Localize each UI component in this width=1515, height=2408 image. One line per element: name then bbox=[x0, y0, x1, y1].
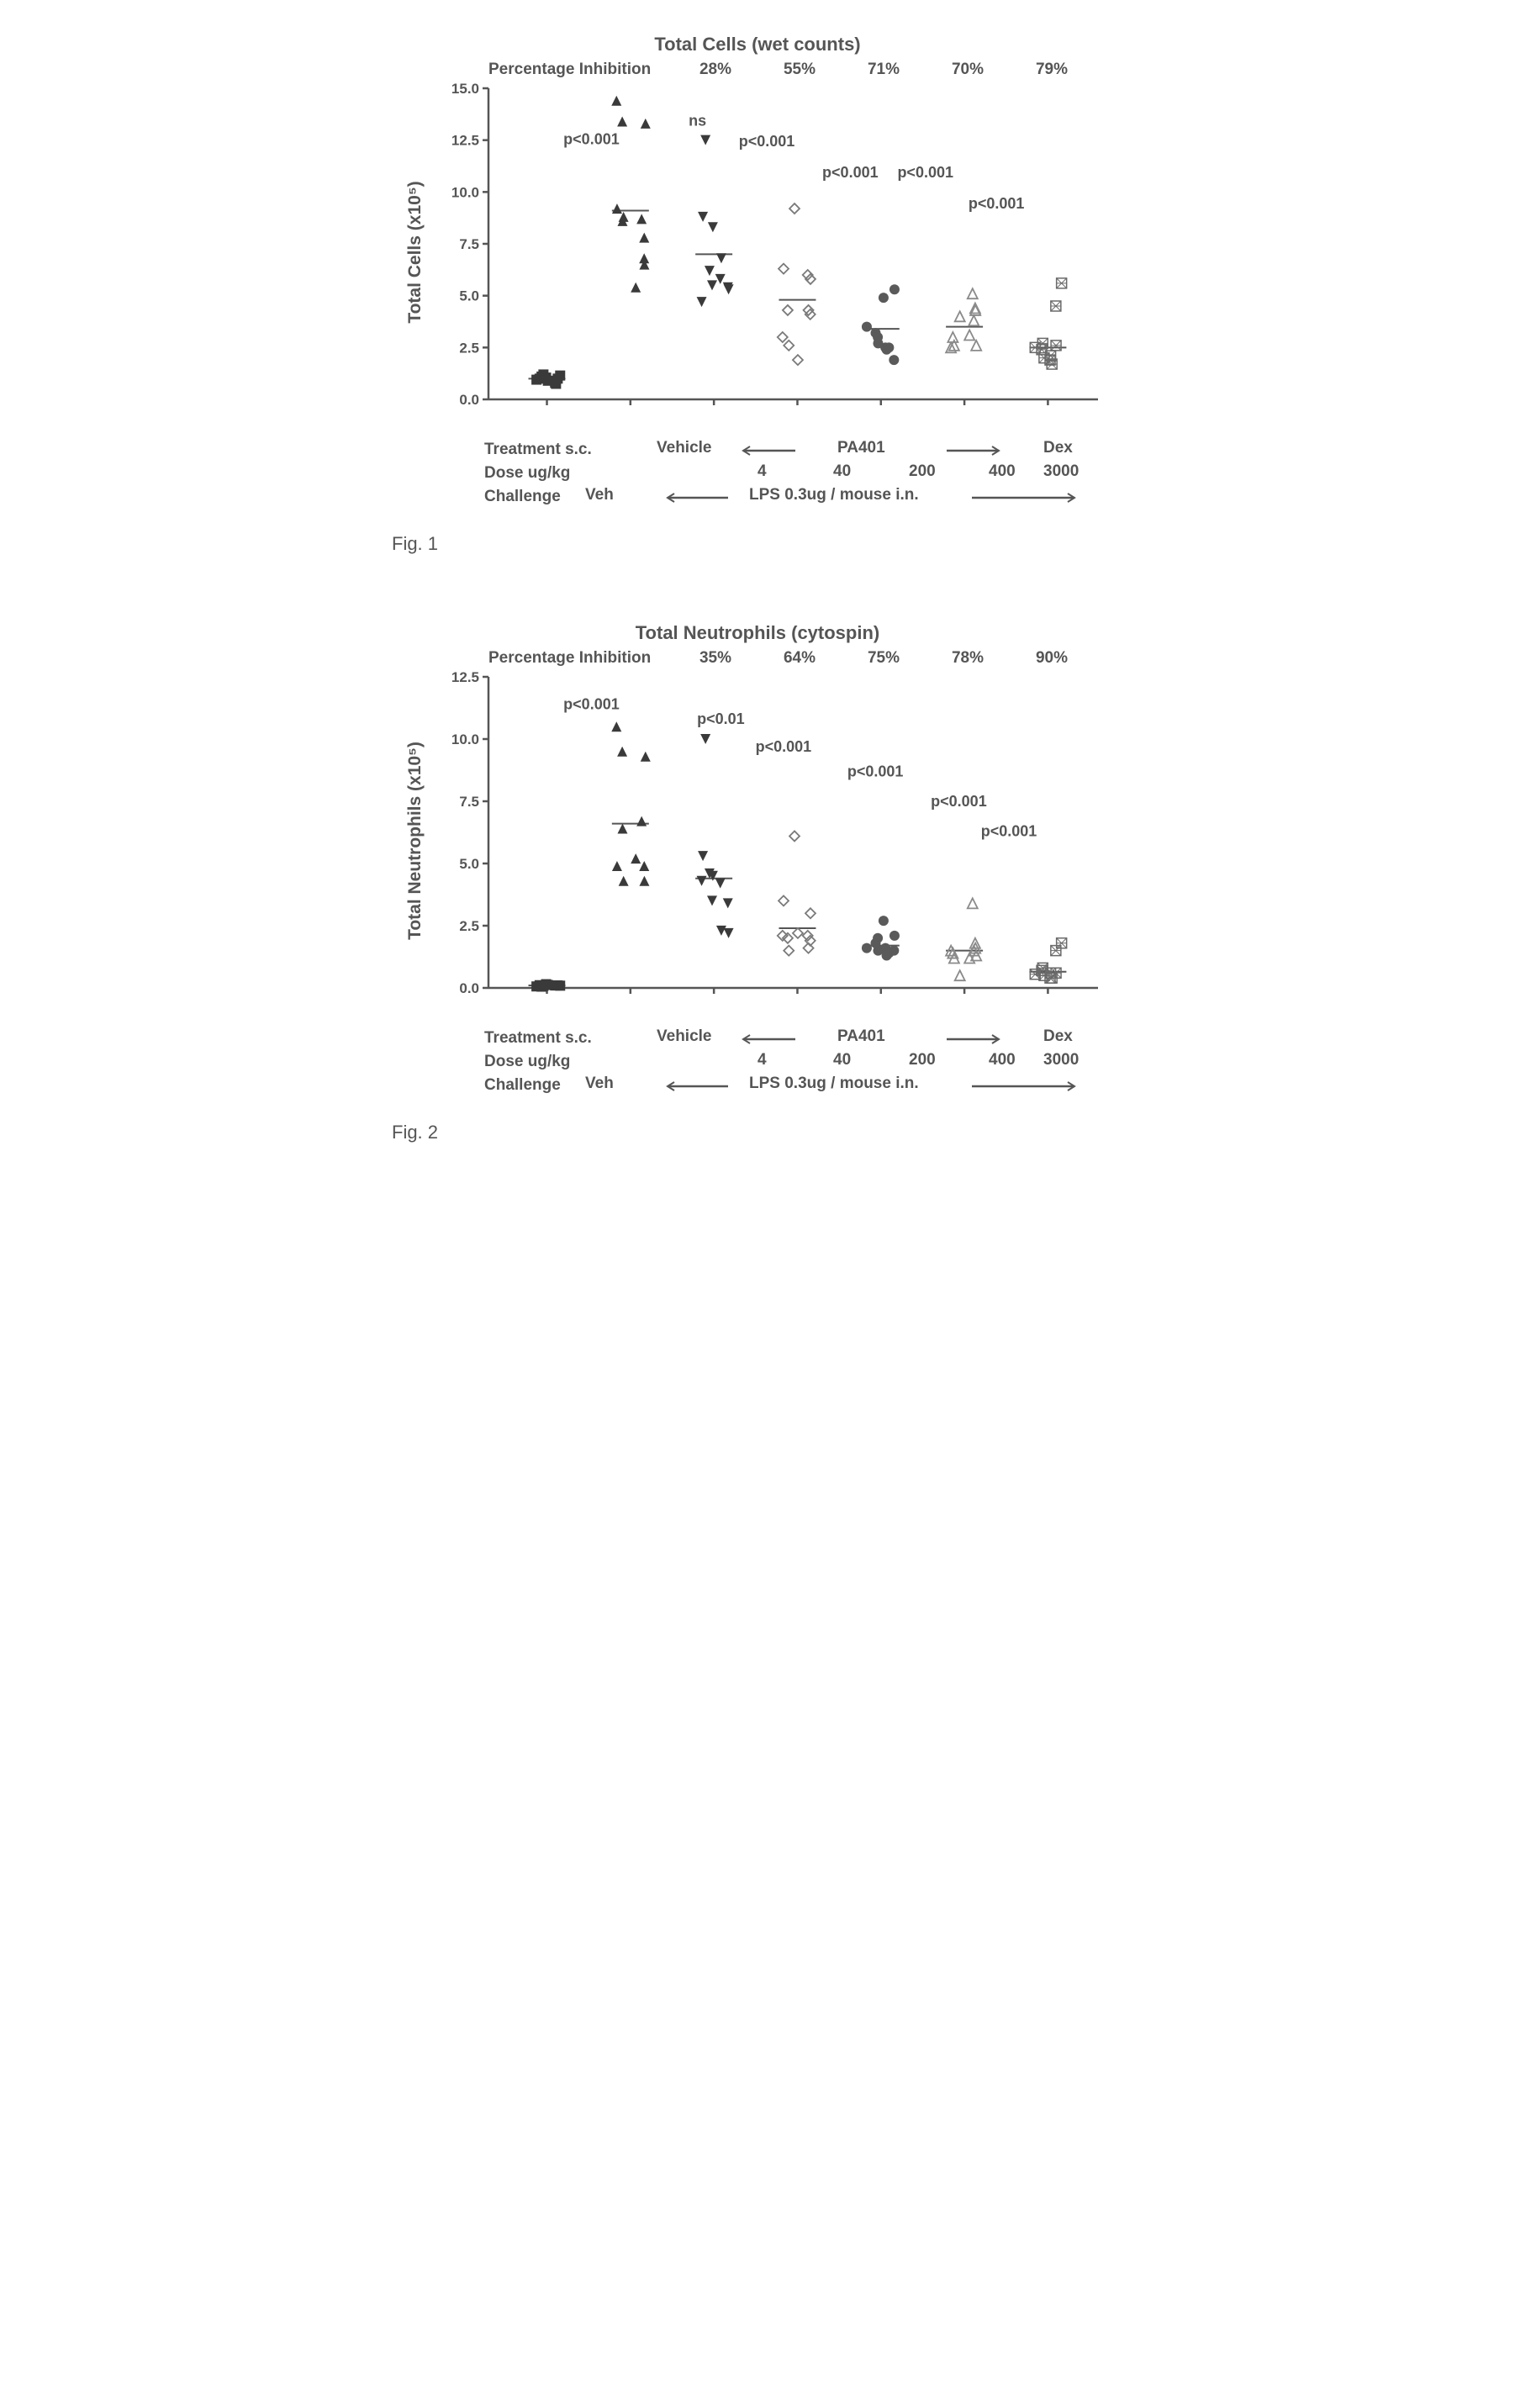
dose-val: 40 bbox=[833, 462, 851, 481]
svg-text:7.5: 7.5 bbox=[459, 794, 479, 810]
svg-text:12.5: 12.5 bbox=[451, 669, 479, 685]
row-content: 4 40 200 400 3000 bbox=[619, 1051, 1115, 1073]
svg-text:5.0: 5.0 bbox=[459, 288, 479, 304]
svg-text:p<0.001: p<0.001 bbox=[756, 738, 812, 755]
dose-val: 3000 bbox=[1043, 462, 1079, 481]
table-row: Challenge Veh LPS 0.3ug / mouse i.n. bbox=[484, 486, 1115, 508]
row-content: 4 40 200 400 3000 bbox=[619, 462, 1115, 484]
arrow-right-icon bbox=[947, 1034, 1006, 1044]
y-axis-label: Total Neutrophils (x10⁵) bbox=[405, 742, 425, 940]
row-content: Vehicle PA401 Dex bbox=[619, 1027, 1115, 1049]
svg-text:12.5: 12.5 bbox=[451, 133, 479, 149]
challenge-veh: Veh bbox=[585, 486, 614, 504]
table-row: Dose ug/kg 4 40 200 400 3000 bbox=[484, 1051, 1115, 1073]
arrow-left-icon bbox=[661, 493, 728, 503]
figure-1: Total Cells (wet counts) Percentage Inhi… bbox=[400, 34, 1115, 555]
svg-text:ns: ns bbox=[689, 112, 706, 129]
scatter-plot-svg: 0.0 2.5 5.0 7.5 10.0 12.5 p<0.001 p<0.01 p<0.001… bbox=[425, 664, 1115, 1017]
svg-text:2.5: 2.5 bbox=[459, 340, 479, 356]
svg-text:p<0.001: p<0.001 bbox=[931, 793, 987, 810]
table-row: Treatment s.c. Vehicle PA401 Dex bbox=[484, 1027, 1115, 1049]
dex-label: Dex bbox=[1043, 1027, 1073, 1046]
svg-text:p<0.001: p<0.001 bbox=[563, 695, 620, 712]
dex-label: Dex bbox=[1043, 439, 1073, 457]
dose-val: 400 bbox=[989, 462, 1016, 481]
table-row: Dose ug/kg 4 40 200 400 3000 bbox=[484, 462, 1115, 484]
y-axis-label: Total Cells (x10⁵) bbox=[405, 181, 425, 323]
row-label: Dose ug/kg bbox=[484, 464, 619, 483]
svg-text:p<0.001: p<0.001 bbox=[563, 131, 620, 148]
svg-text:p<0.01: p<0.01 bbox=[697, 710, 745, 727]
svg-text:7.5: 7.5 bbox=[459, 236, 479, 252]
table-row: Challenge Veh LPS 0.3ug / mouse i.n. bbox=[484, 1075, 1115, 1096]
figure-2: Total Neutrophils (cytospin) Percentage … bbox=[400, 622, 1115, 1143]
svg-text:p<0.001: p<0.001 bbox=[739, 133, 795, 150]
plot-area: Total Cells (x10⁵) 0.02.55.07.510.012.51… bbox=[425, 76, 1115, 429]
vehicle-label: Vehicle bbox=[657, 1027, 712, 1046]
challenge-text: LPS 0.3ug / mouse i.n. bbox=[749, 1075, 919, 1093]
challenge-text: LPS 0.3ug / mouse i.n. bbox=[749, 486, 919, 504]
dose-val: 4 bbox=[758, 1051, 767, 1069]
svg-text:p<0.001: p<0.001 bbox=[981, 822, 1037, 839]
arrow-left-icon bbox=[661, 1081, 728, 1091]
chart-title: Total Cells (wet counts) bbox=[400, 34, 1115, 55]
row-content: Vehicle PA401 Dex bbox=[619, 439, 1115, 461]
dose-val: 200 bbox=[909, 462, 936, 481]
vehicle-label: Vehicle bbox=[657, 439, 712, 457]
drug-label: PA401 bbox=[837, 439, 885, 457]
plot-area: Total Neutrophils (x10⁵) 0.02.55.07.510.… bbox=[425, 664, 1115, 1017]
dose-val: 3000 bbox=[1043, 1051, 1079, 1069]
dose-val: 200 bbox=[909, 1051, 936, 1069]
arrow-right-icon bbox=[972, 1081, 1081, 1091]
row-label: Treatment s.c. bbox=[484, 1029, 619, 1048]
row-label: Treatment s.c. bbox=[484, 441, 619, 459]
svg-text:p<0.001: p<0.001 bbox=[847, 763, 904, 779]
svg-text:15.0: 15.0 bbox=[451, 81, 479, 97]
svg-text:0.0: 0.0 bbox=[459, 980, 479, 996]
drug-label: PA401 bbox=[837, 1027, 885, 1046]
treatment-table: Treatment s.c. Vehicle PA401 Dex Dose ug… bbox=[484, 1027, 1115, 1096]
arrow-left-icon bbox=[736, 446, 795, 456]
dose-val: 400 bbox=[989, 1051, 1016, 1069]
svg-text:p<0.001: p<0.001 bbox=[969, 195, 1025, 212]
row-label: Dose ug/kg bbox=[484, 1053, 619, 1071]
svg-text:10.0: 10.0 bbox=[451, 731, 479, 747]
svg-text:2.5: 2.5 bbox=[459, 918, 479, 934]
challenge-veh: Veh bbox=[585, 1075, 614, 1093]
scatter-plot-svg: 0.0 2.5 5.0 7.5 10.0 12.5 15.0 p<0.001 ns p<0.001… bbox=[425, 76, 1115, 429]
row-content: Veh LPS 0.3ug / mouse i.n. bbox=[619, 486, 1115, 508]
arrow-right-icon bbox=[947, 446, 1006, 456]
svg-text:10.0: 10.0 bbox=[451, 184, 479, 200]
svg-text:5.0: 5.0 bbox=[459, 856, 479, 872]
dose-val: 4 bbox=[758, 462, 767, 481]
svg-text:0.0: 0.0 bbox=[459, 392, 479, 408]
figure-caption: Fig. 1 bbox=[392, 533, 1115, 555]
chart-title: Total Neutrophils (cytospin) bbox=[400, 622, 1115, 644]
treatment-table: Treatment s.c. Vehicle PA401 Dex Dose ug… bbox=[484, 439, 1115, 508]
table-row: Treatment s.c. Vehicle PA401 Dex bbox=[484, 439, 1115, 461]
svg-text:p<0.001: p<0.001 bbox=[897, 164, 953, 181]
arrow-left-icon bbox=[736, 1034, 795, 1044]
row-content: Veh LPS 0.3ug / mouse i.n. bbox=[619, 1075, 1115, 1096]
dose-val: 40 bbox=[833, 1051, 851, 1069]
svg-text:p<0.001: p<0.001 bbox=[822, 164, 879, 181]
arrow-right-icon bbox=[972, 493, 1081, 503]
figure-caption: Fig. 2 bbox=[392, 1122, 1115, 1143]
